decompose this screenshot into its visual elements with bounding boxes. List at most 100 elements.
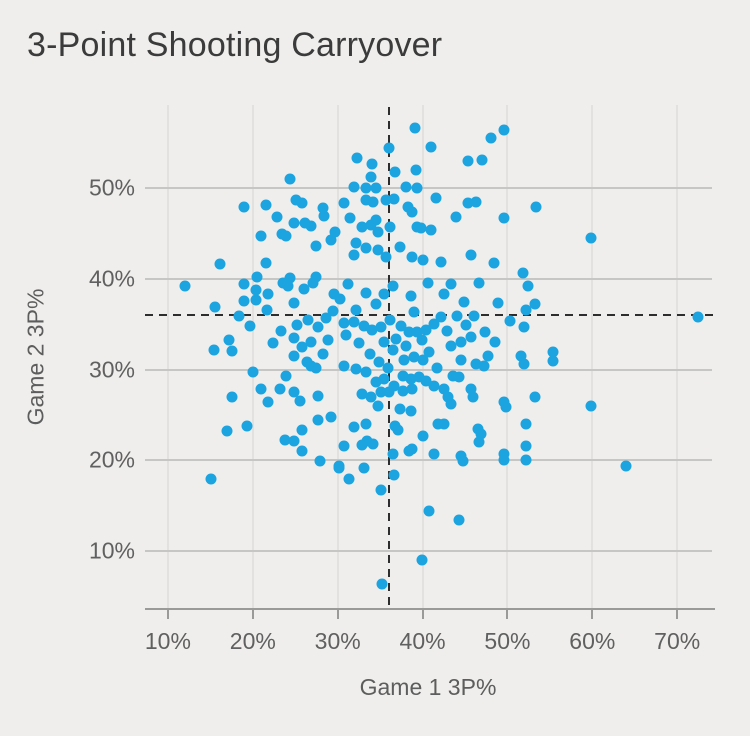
data-point xyxy=(410,164,422,176)
data-point xyxy=(350,363,361,375)
data-point xyxy=(397,385,409,397)
data-point xyxy=(356,439,368,451)
data-point xyxy=(370,298,382,310)
data-point xyxy=(365,391,377,403)
data-point xyxy=(372,226,384,238)
data-point xyxy=(529,391,541,403)
x-tick-50 xyxy=(506,610,509,619)
data-point xyxy=(291,319,303,331)
data-point xyxy=(406,251,418,263)
data-point xyxy=(489,336,501,348)
data-point xyxy=(438,288,450,300)
data-point xyxy=(457,455,469,467)
data-point xyxy=(411,182,423,194)
data-point xyxy=(209,301,221,313)
data-point xyxy=(305,336,317,348)
data-point xyxy=(387,448,399,460)
data-point xyxy=(430,192,442,204)
data-point xyxy=(388,193,400,205)
data-point xyxy=(447,370,459,382)
gridline-x-60 xyxy=(591,105,594,608)
data-point xyxy=(226,391,238,403)
data-point xyxy=(312,321,324,333)
data-point xyxy=(372,244,384,256)
data-point xyxy=(307,277,319,289)
data-point xyxy=(340,329,352,341)
data-point xyxy=(338,440,350,452)
data-point xyxy=(465,331,477,343)
data-point xyxy=(314,455,326,467)
data-point xyxy=(498,454,510,466)
data-point xyxy=(420,375,432,387)
data-point xyxy=(226,345,238,357)
data-point xyxy=(358,462,370,474)
data-point xyxy=(394,403,406,415)
data-point xyxy=(465,383,477,395)
data-point xyxy=(383,142,395,154)
data-point xyxy=(317,348,329,360)
data-point xyxy=(473,277,485,289)
data-point xyxy=(290,194,302,206)
data-point xyxy=(348,316,360,328)
x-tick-10 xyxy=(166,610,169,619)
data-point xyxy=(312,390,324,402)
data-point xyxy=(462,155,474,167)
data-point xyxy=(329,226,341,238)
data-point xyxy=(478,360,490,372)
data-point xyxy=(334,293,346,305)
data-point xyxy=(214,258,226,270)
data-point xyxy=(518,321,530,333)
y-tick-label-10: 10% xyxy=(88,537,135,564)
data-point xyxy=(411,326,423,338)
data-point xyxy=(398,354,410,366)
data-point xyxy=(520,304,532,316)
data-point xyxy=(488,257,500,269)
data-point xyxy=(296,341,308,353)
data-point xyxy=(482,350,494,362)
data-point xyxy=(455,354,467,366)
data-point xyxy=(405,373,417,385)
data-point xyxy=(366,324,378,336)
data-point xyxy=(367,438,379,450)
data-point xyxy=(205,473,217,485)
data-point xyxy=(361,435,373,447)
data-point xyxy=(442,391,454,403)
gridline-x-50 xyxy=(506,105,509,608)
gridline-y-20 xyxy=(145,459,712,462)
x-tick-60 xyxy=(591,610,594,619)
data-point xyxy=(251,271,263,283)
x-tick-label-70: 70% xyxy=(654,628,701,654)
data-point xyxy=(333,460,345,472)
data-point xyxy=(394,241,406,253)
data-point xyxy=(360,366,372,378)
data-point xyxy=(275,325,287,337)
data-point xyxy=(445,398,457,410)
data-point xyxy=(492,297,504,309)
data-point xyxy=(438,383,450,395)
data-point xyxy=(417,354,429,366)
data-point xyxy=(267,337,279,349)
x-tick-30 xyxy=(336,610,339,619)
data-point xyxy=(406,206,418,218)
data-point xyxy=(338,197,350,209)
data-point xyxy=(390,333,402,345)
data-point xyxy=(338,360,350,372)
data-point xyxy=(262,288,274,300)
data-point xyxy=(411,221,423,233)
data-point xyxy=(262,396,274,408)
data-point xyxy=(479,326,491,338)
x-tick-label-60: 60% xyxy=(569,628,616,654)
data-point xyxy=(288,332,300,344)
data-point xyxy=(375,321,387,333)
data-point xyxy=(380,251,392,263)
data-point xyxy=(338,317,350,328)
x-tick-label-50: 50% xyxy=(484,628,531,654)
data-point xyxy=(360,182,372,194)
data-point xyxy=(432,418,444,430)
data-point xyxy=(350,237,361,249)
gridline-y-30 xyxy=(145,368,712,371)
x-tick-20 xyxy=(251,610,254,619)
data-point xyxy=(423,346,435,358)
data-point xyxy=(529,298,541,310)
data-point xyxy=(522,280,534,292)
